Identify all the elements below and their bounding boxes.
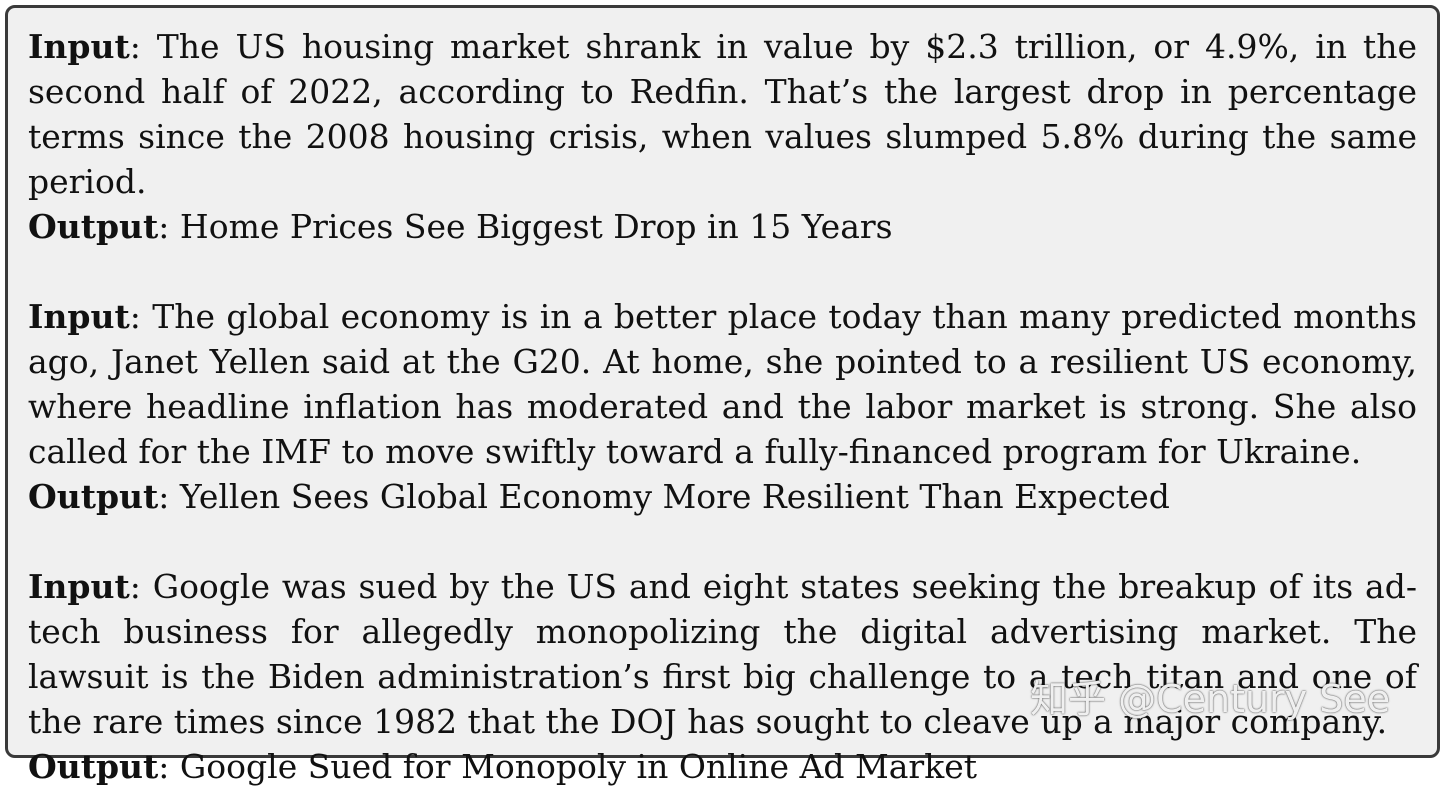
input-label: Input [28, 567, 130, 606]
input-paragraph: Input: The global economy is in a better… [28, 297, 1417, 471]
output-label: Output [28, 477, 159, 516]
output-text: Yellen Sees Global Economy More Resilien… [179, 477, 1170, 516]
example-1: Input: The US housing market shrank in v… [28, 24, 1417, 249]
output-line: Output: Google Sued for Monopoly in Onli… [28, 747, 977, 786]
output-label: Output [28, 747, 159, 786]
input-paragraph: Input: The US housing market shrank in v… [28, 27, 1417, 201]
output-line: Output: Home Prices See Biggest Drop in … [28, 207, 893, 246]
output-text: Home Prices See Biggest Drop in 15 Years [179, 207, 893, 246]
input-text: The US housing market shrank in value by… [28, 27, 1417, 201]
input-text: The global economy is in a better place … [28, 297, 1417, 471]
example-2: Input: The global economy is in a better… [28, 294, 1417, 519]
input-paragraph: Input: Google was sued by the US and eig… [28, 567, 1417, 741]
output-label: Output [28, 207, 159, 246]
output-text: Google Sued for Monopoly in Online Ad Ma… [179, 747, 977, 786]
output-line: Output: Yellen Sees Global Economy More … [28, 477, 1170, 516]
input-label: Input [28, 297, 130, 336]
examples-box: Input: The US housing market shrank in v… [5, 5, 1440, 786]
input-text: Google was sued by the US and eight stat… [28, 567, 1417, 741]
example-3: Input: Google was sued by the US and eig… [28, 564, 1417, 789]
input-label: Input [28, 27, 130, 66]
